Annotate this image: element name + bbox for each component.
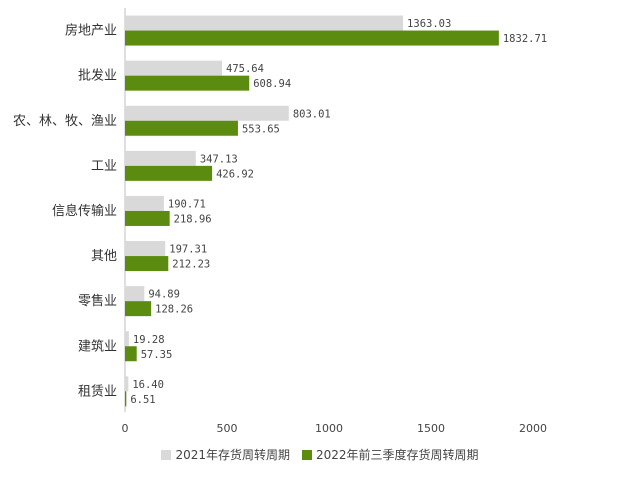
data-label-series-2: 608.94 <box>253 78 291 90</box>
data-label-series-2: 1832.71 <box>503 33 547 45</box>
data-label-series-1: 190.71 <box>168 198 206 210</box>
bar-series-2 <box>125 210 170 226</box>
bar-series-1 <box>125 105 289 121</box>
bar-series-1 <box>125 376 129 392</box>
data-label-series-1: 197.31 <box>169 244 207 256</box>
bar-series-2 <box>125 120 238 136</box>
bar-series-1 <box>125 331 129 347</box>
bar-series-2 <box>125 301 152 317</box>
bar-series-2 <box>125 165 213 181</box>
data-label-series-1: 475.64 <box>226 63 264 75</box>
x-tick-label: 0 <box>122 422 129 435</box>
legend-swatch-series-2 <box>302 449 312 460</box>
legend-label-series-1: 2021年存货周转周期 <box>175 448 290 462</box>
data-label-series-1: 347.13 <box>200 153 238 165</box>
category-label: 其他 <box>91 249 117 264</box>
data-label-series-2: 6.51 <box>130 394 155 406</box>
bar-series-1 <box>125 150 196 166</box>
data-label-series-2: 128.26 <box>155 304 193 316</box>
category-label: 批发业 <box>78 68 117 84</box>
category-label: 农、林、牧、渔业 <box>13 114 117 129</box>
category-label: 零售业 <box>78 293 117 309</box>
data-label-series-2: 212.23 <box>172 259 210 271</box>
legend-label-series-2: 2022年前三季度存货周转周期 <box>316 448 479 462</box>
category-label: 信息传输业 <box>52 203 117 219</box>
bar-series-1 <box>125 241 166 257</box>
legend-swatch-series-1 <box>161 449 172 460</box>
category-label: 房地产业 <box>65 23 117 39</box>
data-label-series-2: 218.96 <box>174 213 212 225</box>
bar-series-2 <box>125 346 137 362</box>
bar-series-2 <box>125 75 250 91</box>
category-label: 建筑业 <box>78 338 117 354</box>
bar-series-2 <box>125 30 499 46</box>
category-label: 工业 <box>91 159 117 174</box>
bar-series-1 <box>125 195 164 211</box>
data-label-series-1: 1363.03 <box>407 18 451 30</box>
data-label-series-1: 16.40 <box>132 379 164 391</box>
category-label: 租赁业 <box>78 384 117 399</box>
legend-item-series-2: 2022年前三季度存货周转周期 <box>302 446 479 463</box>
data-label-series-2: 426.92 <box>216 168 254 180</box>
legend-item-series-1: 2021年存货周转周期 <box>161 446 290 463</box>
bar-series-1 <box>125 286 145 302</box>
bars <box>125 15 499 407</box>
legend: 2021年存货周转周期 2022年前三季度存货周转周期 <box>0 446 640 463</box>
data-label-series-2: 553.65 <box>242 123 280 135</box>
data-label-series-1: 94.89 <box>148 289 180 301</box>
x-tick-label: 500 <box>217 422 238 435</box>
bar-series-1 <box>125 15 404 31</box>
value-labels: 1363.03 1832.71 475.64 608.94 803.01 553.65 34… <box>130 18 547 406</box>
data-label-series-1: 803.01 <box>293 108 331 120</box>
data-label-series-2: 57.35 <box>141 349 173 361</box>
bar-series-2 <box>125 256 169 272</box>
bar-series-2 <box>125 391 127 407</box>
x-tick-label: 2000 <box>519 422 547 435</box>
x-tick-label: 1500 <box>417 422 445 435</box>
x-axis-ticks: 0 500 1000 1500 2000 <box>122 422 548 435</box>
bar-series-1 <box>125 60 223 76</box>
data-label-series-1: 19.28 <box>133 334 165 346</box>
x-tick-label: 1000 <box>315 422 343 435</box>
